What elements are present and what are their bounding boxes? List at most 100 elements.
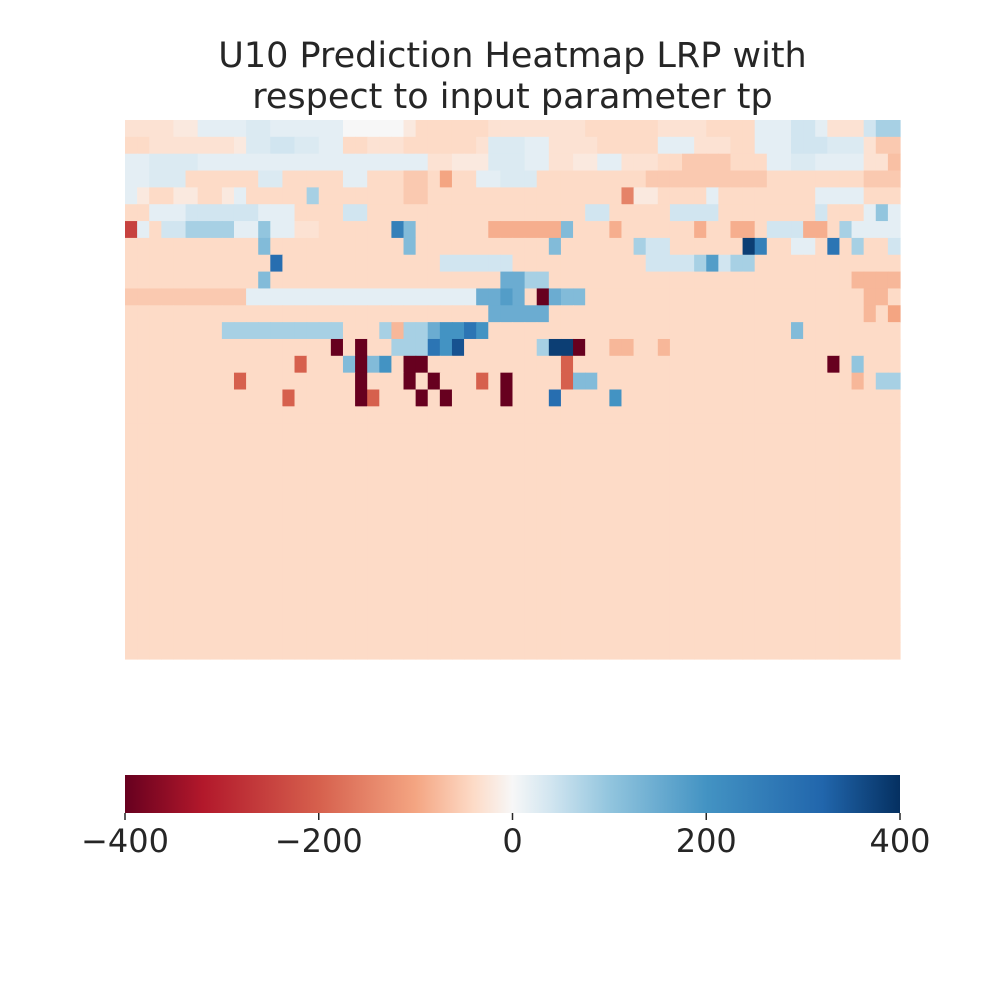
heatmap-cell	[367, 406, 380, 424]
heatmap-cell	[221, 557, 235, 576]
heatmap-cell	[875, 237, 889, 256]
heatmap-cell	[233, 440, 247, 458]
heatmap-cell	[500, 372, 514, 391]
heatmap-cell	[645, 120, 659, 138]
heatmap-cell	[730, 187, 744, 205]
heatmap-cell	[355, 237, 368, 256]
heatmap-cell	[403, 625, 417, 643]
heatmap-cell	[137, 204, 150, 222]
heatmap-cell	[766, 305, 780, 323]
heatmap-cell	[282, 574, 296, 593]
heatmap-cell	[597, 557, 610, 576]
heatmap-cell	[645, 338, 659, 357]
heatmap-cell	[536, 557, 550, 576]
heatmap-cell	[512, 120, 526, 138]
heatmap-cell	[294, 372, 308, 391]
heatmap-cell	[451, 355, 465, 374]
heatmap-cell	[488, 608, 501, 626]
heatmap-cell	[682, 271, 695, 290]
heatmap-cell	[512, 221, 526, 239]
heatmap-cell	[439, 204, 453, 222]
heatmap-cell	[500, 271, 514, 290]
heatmap-cell	[718, 389, 732, 407]
heatmap-cell	[682, 642, 695, 660]
heatmap-cell	[342, 608, 356, 626]
heatmap-cell	[548, 322, 562, 340]
heatmap-cell	[887, 541, 901, 559]
heatmap-cell	[476, 120, 489, 138]
heatmap-cell	[403, 557, 417, 576]
heatmap-cell	[730, 406, 744, 424]
heatmap-cell	[827, 625, 841, 643]
heatmap-cell	[415, 625, 429, 643]
heatmap-cell	[778, 322, 792, 340]
heatmap-cell	[355, 608, 368, 626]
heatmap-cell	[573, 608, 586, 626]
heatmap-cell	[851, 288, 865, 306]
heatmap-cell	[379, 204, 393, 222]
heatmap-cell	[730, 355, 744, 374]
heatmap-cell	[258, 187, 271, 205]
heatmap-cell	[149, 288, 162, 306]
heatmap-cell	[125, 120, 138, 138]
heatmap-cell	[887, 440, 901, 458]
heatmap-cell	[851, 591, 865, 610]
heatmap-cell	[718, 204, 732, 222]
heatmap-cell	[706, 372, 719, 391]
heatmap-cell	[669, 355, 683, 374]
heatmap-cell	[464, 136, 477, 155]
heatmap-cell	[633, 608, 647, 626]
heatmap-cell	[815, 305, 828, 323]
heatmap-cell	[161, 591, 175, 610]
heatmap-cell	[815, 389, 828, 407]
heatmap-cell	[415, 322, 429, 340]
heatmap-cell	[682, 456, 695, 475]
heatmap-cell	[669, 204, 683, 222]
heatmap-cell	[754, 389, 768, 407]
heatmap-cell	[391, 204, 405, 222]
heatmap-cell	[839, 440, 853, 458]
heatmap-cell	[730, 136, 744, 155]
heatmap-cell	[439, 170, 453, 188]
heatmap-cell	[427, 322, 441, 340]
heatmap-cell	[633, 338, 647, 357]
heatmap-cell	[246, 254, 259, 273]
heatmap-cell	[742, 237, 756, 256]
heatmap-cell	[706, 557, 719, 576]
heatmap-cell	[839, 136, 853, 155]
heatmap-cell	[464, 524, 477, 542]
heatmap-cell	[730, 372, 744, 391]
heatmap-cell	[766, 338, 780, 357]
heatmap-cell	[173, 440, 187, 458]
heatmap-cell	[803, 338, 816, 357]
heatmap-cell	[803, 541, 816, 559]
heatmap-cell	[125, 524, 138, 542]
heatmap-cell	[536, 153, 550, 172]
heatmap-cell	[766, 591, 780, 610]
heatmap-cell	[815, 440, 828, 458]
heatmap-cell	[669, 490, 683, 508]
heatmap-cell	[742, 541, 756, 559]
heatmap-cell	[209, 170, 223, 188]
heatmap-cell	[887, 625, 901, 643]
heatmap-cell	[669, 187, 683, 205]
heatmap-cell	[270, 490, 284, 508]
heatmap-cell	[306, 305, 320, 323]
heatmap-cell	[512, 423, 526, 441]
heatmap-cell	[524, 237, 538, 256]
heatmap-cell	[730, 625, 744, 643]
heatmap-cell	[488, 507, 501, 525]
heatmap-cell	[887, 490, 901, 508]
heatmap-cell	[221, 120, 235, 138]
heatmap-cell	[415, 423, 429, 441]
heatmap-cell	[766, 221, 780, 239]
heatmap-cell	[803, 423, 816, 441]
heatmap-cell	[197, 372, 211, 391]
heatmap-cell	[863, 389, 877, 407]
heatmap-cell	[621, 456, 635, 475]
heatmap-cell	[560, 507, 574, 525]
heatmap-cell	[560, 642, 574, 660]
heatmap-cell	[439, 473, 453, 492]
heatmap-cell	[221, 473, 235, 492]
heatmap-cell	[585, 456, 598, 475]
